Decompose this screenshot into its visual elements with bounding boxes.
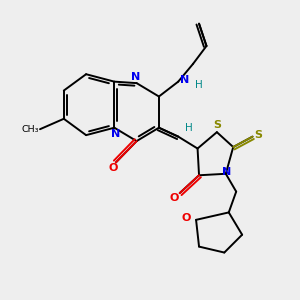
Text: O: O: [108, 163, 118, 173]
Text: S: S: [254, 130, 262, 140]
Text: N: N: [131, 72, 141, 82]
Text: O: O: [182, 213, 191, 224]
Text: H: H: [195, 80, 202, 90]
Text: CH₃: CH₃: [21, 125, 38, 134]
Text: N: N: [222, 167, 231, 177]
Text: N: N: [111, 129, 120, 139]
Text: N: N: [180, 75, 189, 85]
Text: O: O: [170, 194, 179, 203]
Text: H: H: [185, 123, 193, 133]
Text: S: S: [214, 120, 221, 130]
